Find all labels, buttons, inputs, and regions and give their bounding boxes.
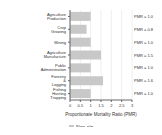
- svg-text:PMR = 0.8: PMR = 0.8: [134, 27, 154, 32]
- svg-text:PublicAdministration: PublicAdministration: [41, 63, 66, 72]
- svg-text:Proportionate Mortality Ratio: Proportionate Mortality Ratio (PMR): [65, 112, 137, 117]
- svg-text:PMR = 1.0: PMR = 1.0: [134, 14, 154, 19]
- svg-text:2: 2: [110, 103, 113, 108]
- svg-text:1.5: 1.5: [98, 103, 104, 108]
- svg-text:FishingHuntingTrapping: FishingHuntingTrapping: [50, 87, 66, 100]
- svg-text:PMR = 1.0: PMR = 1.0: [134, 91, 154, 96]
- html-text:Industry: Industry: [71, 2, 91, 8]
- svg-text:0.5: 0.5: [78, 103, 84, 108]
- svg-text:3: 3: [131, 103, 134, 108]
- svg-text:PMR = 1.0: PMR = 1.0: [134, 40, 154, 45]
- svg-text:Mining: Mining: [54, 40, 66, 45]
- svg-text:2.5: 2.5: [119, 103, 125, 108]
- svg-text:Forestry&Logging: Forestry&Logging: [51, 74, 66, 87]
- svg-text:PMR = 1.5: PMR = 1.5: [134, 53, 154, 58]
- svg-text:CropGrowing: CropGrowing: [51, 25, 67, 34]
- svg-text:0: 0: [69, 103, 72, 108]
- html-text:Non-sig: Non-sig: [75, 124, 94, 130]
- svg-text:AgricultureManufacture: AgricultureManufacture: [44, 50, 67, 59]
- svg-text:1: 1: [90, 103, 93, 108]
- svg-text:PMR = 1.0: PMR = 1.0: [134, 65, 154, 70]
- svg-text:AgricultureProduction: AgricultureProduction: [47, 12, 67, 21]
- svg-text:PMR = 1.6: PMR = 1.6: [134, 78, 154, 83]
